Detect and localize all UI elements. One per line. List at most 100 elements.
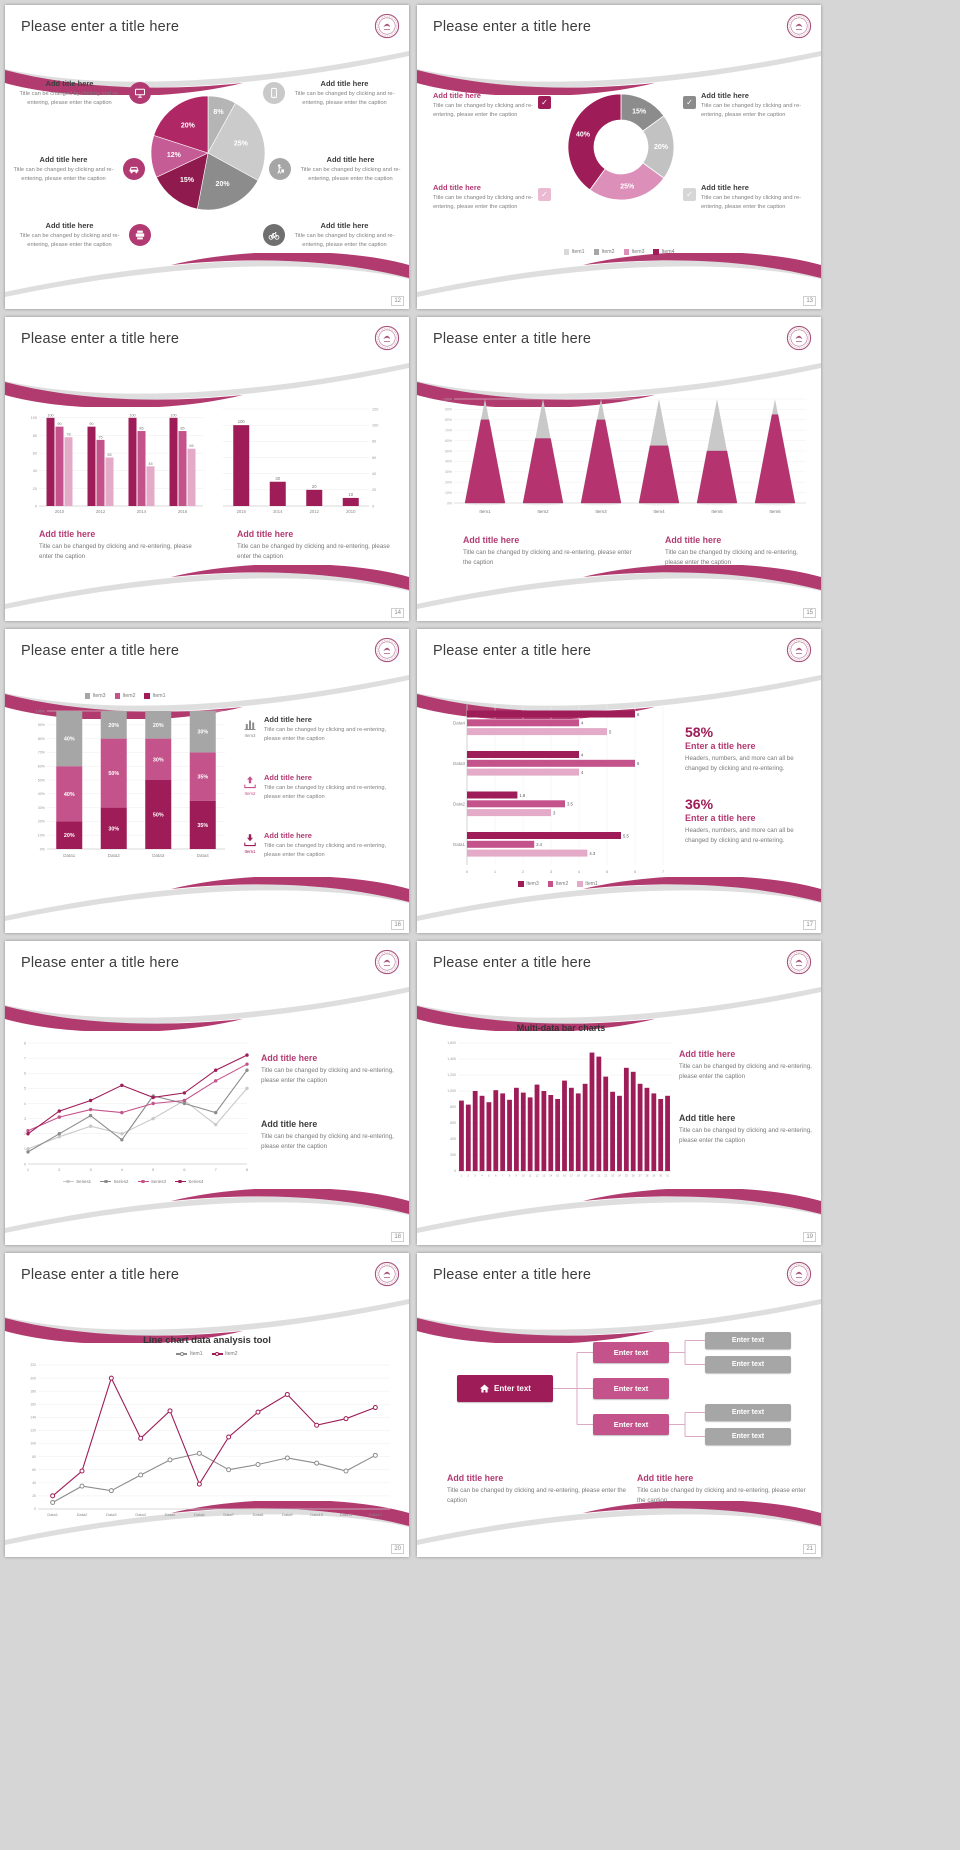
svg-text:25: 25 xyxy=(625,1174,628,1178)
svg-text:2010: 2010 xyxy=(346,509,356,514)
branch-node: Enter text xyxy=(593,1342,669,1363)
svg-text:60%: 60% xyxy=(445,439,452,443)
checkbox-icon: ✓ xyxy=(683,96,696,109)
slide-12[interactable]: Please enter a title here 12 8% 25% 20% 15% 12… xyxy=(5,5,409,309)
svg-text:35%: 35% xyxy=(197,775,208,781)
svg-text:2016: 2016 xyxy=(237,509,247,514)
page-number: 19 xyxy=(803,1232,816,1242)
svg-text:4: 4 xyxy=(578,869,581,874)
svg-text:Data4: Data4 xyxy=(453,721,466,726)
svg-text:1: 1 xyxy=(494,869,497,874)
svg-text:70%: 70% xyxy=(445,429,452,433)
svg-text:28: 28 xyxy=(645,1174,648,1178)
svg-text:0: 0 xyxy=(372,504,374,508)
block-title: Add title here xyxy=(39,529,96,539)
svg-text:50%: 50% xyxy=(108,771,119,777)
block-title: Add title here xyxy=(433,91,481,100)
stat-block: 58% Enter a title here Headers, numbers, a… xyxy=(685,724,813,774)
svg-text:5: 5 xyxy=(488,1174,490,1178)
svg-text:0: 0 xyxy=(466,869,469,874)
slide-20[interactable]: Please enter a title here 20 Line chart da… xyxy=(5,1253,409,1557)
svg-text:Data11: Data11 xyxy=(340,1512,353,1517)
svg-text:6: 6 xyxy=(495,1174,497,1178)
legend-item: Item2 xyxy=(114,693,135,699)
legend-label: Series2 xyxy=(113,1179,129,1184)
svg-text:1,400: 1,400 xyxy=(447,1057,456,1061)
footer-swoosh-decoration xyxy=(5,1189,409,1233)
svg-text:100: 100 xyxy=(31,416,37,420)
block-caption: Title can be changed by clicking and re-… xyxy=(264,843,387,858)
diagram-connectors xyxy=(553,1340,705,1437)
leaf-node: Enter text xyxy=(705,1404,791,1421)
svg-text:29: 29 xyxy=(652,1174,655,1178)
slide-18[interactable]: Please enter a title here 18 0 1 2 3 4 5 6 7 8 1 2 3 4… xyxy=(5,941,409,1245)
text-block: Add title here Title can be changed by cl… xyxy=(261,1053,405,1086)
slide-16[interactable]: Please enter a title here 16 Item3 Item2 Ite… xyxy=(5,629,409,933)
svg-text:15: 15 xyxy=(556,1174,559,1178)
svg-text:100: 100 xyxy=(47,413,53,417)
checkbox-icon: ✓ xyxy=(538,188,551,201)
legend-marker xyxy=(211,1352,223,1356)
legend-item: Item2 xyxy=(547,881,568,887)
svg-text:Data1: Data1 xyxy=(47,1512,58,1517)
slide-title: Please enter a title here xyxy=(21,643,180,659)
svg-text:21: 21 xyxy=(597,1174,600,1178)
block-text: Add title here Title can be changed by cl… xyxy=(290,79,399,108)
svg-text:6: 6 xyxy=(637,761,640,766)
block-caption: Title can be changed by clicking and re-… xyxy=(463,549,632,567)
donut-chart: 15% 20% 25% 40% xyxy=(567,93,675,201)
block-caption: Title can be changed by clicking and re-… xyxy=(19,233,120,248)
slide-title: Please enter a title here xyxy=(433,1267,592,1283)
checkbox-icon: ✓ xyxy=(538,96,551,109)
university-seal-logo xyxy=(374,1261,400,1287)
legend-label: Series1 xyxy=(76,1179,92,1184)
icon-text-block: Add title here Title can be changed by cl… xyxy=(263,221,399,250)
slide-19[interactable]: Please enter a title here 19 Multi-data ba… xyxy=(417,941,821,1245)
svg-text:17: 17 xyxy=(570,1174,573,1178)
university-seal-logo xyxy=(374,637,400,663)
check-text-block: ✓ Add title here Title can be changed by c… xyxy=(429,91,551,120)
block-caption: Title can be changed by clicking and re-… xyxy=(637,1487,806,1505)
leaf-node: Enter text xyxy=(705,1356,791,1373)
block-caption: Title can be changed by clicking and re-… xyxy=(679,1127,812,1145)
legend-dot xyxy=(178,1179,183,1184)
svg-text:2: 2 xyxy=(58,1167,61,1172)
node-label: Enter text xyxy=(494,1384,531,1393)
slide-15[interactable]: Please enter a title here 15 0% 10% 20% 30% 40… xyxy=(417,317,821,621)
svg-text:10%: 10% xyxy=(38,834,46,838)
svg-text:20%: 20% xyxy=(153,723,164,729)
legend-swatch xyxy=(563,249,570,255)
svg-text:40%: 40% xyxy=(38,792,46,796)
footer-swoosh-decoration xyxy=(5,565,409,609)
node-label: Enter text xyxy=(731,1337,765,1344)
svg-text:2.4: 2.4 xyxy=(536,842,542,847)
svg-text:20%: 20% xyxy=(654,144,669,151)
svg-text:3: 3 xyxy=(553,811,556,816)
stacked-bar-chart: 0% 10% 20% 30% 40% 50% 60% 70% 80% 90% 100% 20% 40% 4… xyxy=(36,709,225,858)
slide-14[interactable]: Please enter a title here 14 0 20 40 60 80 100 1… xyxy=(5,317,409,621)
legend-swatch xyxy=(144,693,150,699)
svg-text:0: 0 xyxy=(35,504,37,508)
svg-text:14: 14 xyxy=(549,1174,552,1178)
slide-13[interactable]: Please enter a title here 13 15% 20% 25% 40% ✓… xyxy=(417,5,821,309)
chart-legend: Series1 Series2 Series3 Series4 xyxy=(13,1179,253,1184)
block-title: Add title here xyxy=(264,831,312,840)
horizontal-bar-chart: 0 1 2 3 4 5 6 7 Data4 6 4 5 Data3 4 6 4 Data2 1.8 3.5 3 Data… xyxy=(453,703,665,874)
block-text: Add title here Title can be changed by cl… xyxy=(15,79,124,108)
block-caption: Title can be changed by clicking and re-… xyxy=(294,233,395,248)
svg-text:20: 20 xyxy=(312,484,317,489)
svg-text:30%: 30% xyxy=(197,730,208,736)
legend-dot xyxy=(103,1179,108,1184)
slide-17[interactable]: Please enter a title here 17 0 1 2 3 4 5 6 7 Data4… xyxy=(417,629,821,933)
legend-label: Item2 xyxy=(225,1351,238,1357)
svg-text:100: 100 xyxy=(170,413,176,417)
svg-text:Data1: Data1 xyxy=(63,853,76,858)
svg-text:100: 100 xyxy=(129,413,135,417)
svg-text:6: 6 xyxy=(634,869,637,874)
legend-label: Item1 xyxy=(189,1351,203,1357)
svg-text:Data1: Data1 xyxy=(453,842,466,847)
slide-21[interactable]: Please enter a title here 21 Enter text Ent… xyxy=(417,1253,821,1557)
legend-item: Item1 xyxy=(176,1351,203,1357)
svg-text:60%: 60% xyxy=(38,765,46,769)
svg-text:78: 78 xyxy=(66,433,70,437)
